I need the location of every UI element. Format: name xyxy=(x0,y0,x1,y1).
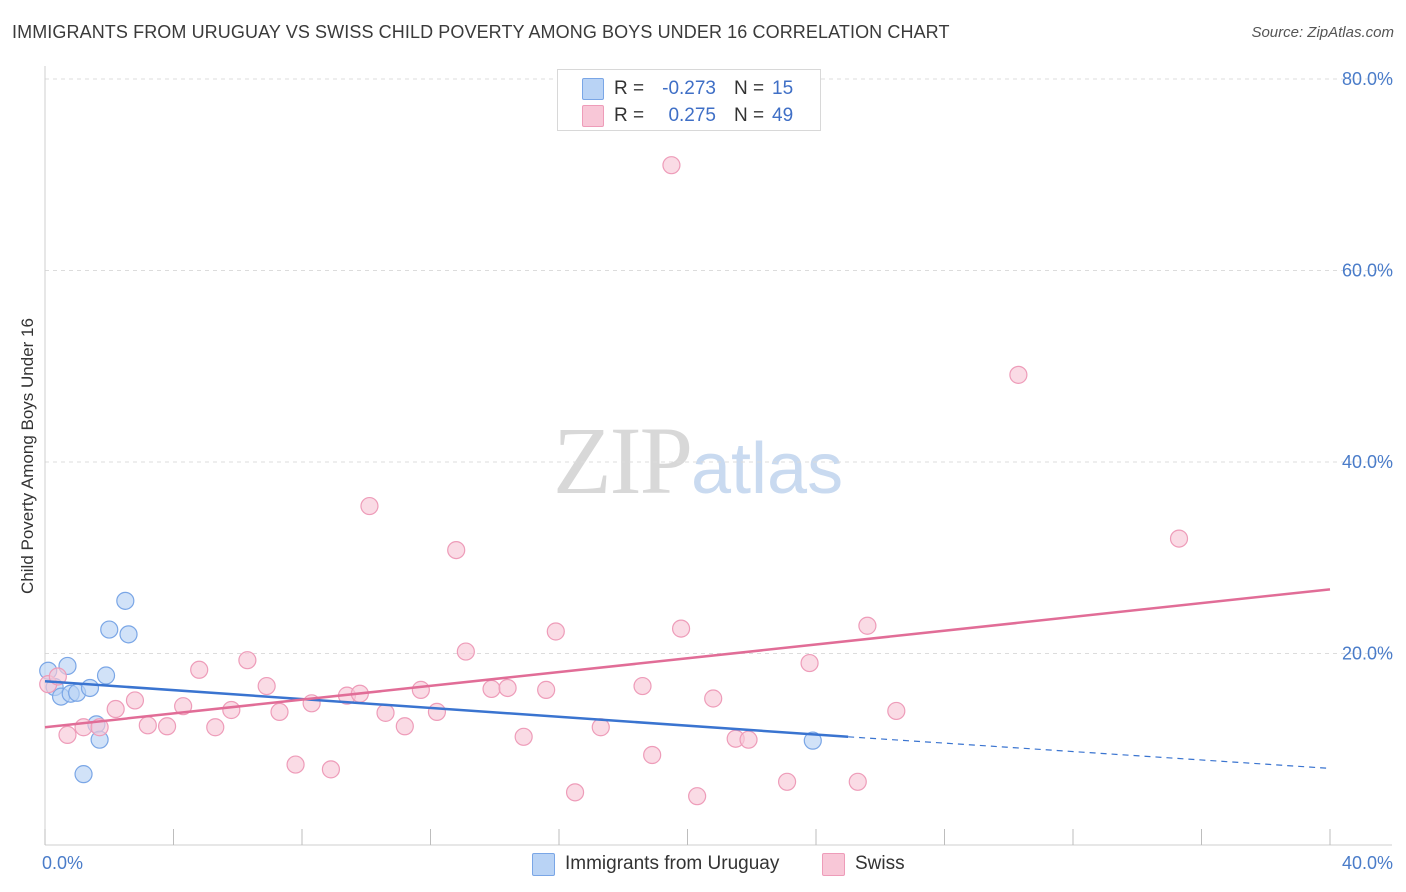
y-tick-label: 20.0% xyxy=(1342,644,1393,664)
n-label: N = xyxy=(734,78,765,99)
y-tick-label: 60.0% xyxy=(1342,261,1393,281)
swiss-point xyxy=(157,717,177,736)
swiss-swatch xyxy=(582,105,604,127)
n-value: 49 xyxy=(772,105,794,126)
swiss-point xyxy=(222,700,241,720)
r-label: R = xyxy=(614,105,645,126)
uruguay-point xyxy=(100,620,119,639)
legend-item-swiss: Swiss xyxy=(822,851,922,877)
swiss-point xyxy=(482,679,501,699)
chart-title: IMMIGRANTS FROM URUGUAY VS SWISS CHILD P… xyxy=(12,22,950,42)
y-tick-label: 40.0% xyxy=(1342,452,1393,472)
uruguay-trend-line xyxy=(44,680,849,739)
n-value: 15 xyxy=(772,78,794,99)
r-value: 0.275 xyxy=(668,105,716,126)
uruguay-point xyxy=(96,666,116,685)
swiss-point xyxy=(643,745,662,765)
n-label: N = xyxy=(734,105,765,126)
swiss-point xyxy=(498,678,517,698)
x-tick-label: 40.0% xyxy=(1342,853,1393,873)
swiss-point xyxy=(206,718,225,737)
swiss-point xyxy=(777,772,797,791)
source-credit: Source: ZipAtlas.com xyxy=(1251,24,1394,41)
uruguay-point xyxy=(116,591,135,610)
swiss-point xyxy=(858,616,877,635)
swiss-point xyxy=(106,699,125,719)
swiss-point xyxy=(800,653,819,673)
swiss-point xyxy=(125,691,145,710)
watermark-atlas: atlas xyxy=(691,429,844,509)
swiss-point xyxy=(887,701,906,721)
swiss-trend-line xyxy=(44,588,1331,729)
swiss-point xyxy=(360,496,379,516)
r-label: R = xyxy=(614,78,645,99)
swiss-point xyxy=(395,717,414,736)
watermark-zip: ZIP xyxy=(553,407,693,514)
swiss-point xyxy=(238,651,257,670)
swiss-point xyxy=(1009,365,1028,384)
y-tick-label: 80.0% xyxy=(1342,69,1393,89)
swiss-point xyxy=(456,642,475,661)
legend-swiss-label: Swiss xyxy=(855,853,905,874)
uruguay-point xyxy=(80,678,100,698)
swiss-point xyxy=(662,156,681,175)
swiss-point xyxy=(739,730,758,749)
swiss-point xyxy=(174,697,193,716)
swiss-point xyxy=(671,619,691,638)
swiss-point xyxy=(514,727,533,746)
swiss-point xyxy=(138,716,157,735)
swiss-point xyxy=(537,680,556,699)
swiss-point xyxy=(447,540,466,560)
uruguay-swatch xyxy=(582,78,604,100)
swiss-point xyxy=(376,703,395,722)
swiss-point xyxy=(633,676,652,696)
swiss-point xyxy=(427,702,447,722)
legend-swiss-swatch xyxy=(822,853,845,876)
watermark: ZIPatlas xyxy=(553,405,843,516)
uruguay-point xyxy=(119,625,138,644)
swiss-point xyxy=(58,725,77,744)
legend-uruguay-swatch xyxy=(532,853,555,876)
uruguay-trend-extension xyxy=(848,736,1331,769)
swiss-point xyxy=(411,680,430,699)
swiss-point xyxy=(286,755,305,774)
correlation-stats-box: R = -0.273 N = 15 R = 0.275 N = 49 xyxy=(557,69,821,131)
swiss-point xyxy=(848,772,867,791)
legend-uruguay-label: Immigrants from Uruguay xyxy=(565,853,780,874)
uruguay-point xyxy=(803,731,822,750)
swiss-point xyxy=(321,760,341,779)
swiss-point xyxy=(704,689,723,708)
x-tick-label: 0.0% xyxy=(42,853,83,873)
uruguay-point xyxy=(74,765,93,784)
swiss-point xyxy=(565,783,585,802)
swiss-point xyxy=(1169,529,1189,548)
swiss-point xyxy=(688,787,707,806)
r-value: -0.273 xyxy=(662,78,716,99)
swiss-point xyxy=(190,660,209,679)
swiss-point xyxy=(270,702,289,722)
swiss-point xyxy=(546,622,565,641)
legend-item-uruguay: Immigrants from Uruguay xyxy=(532,851,802,877)
swiss-point xyxy=(257,676,276,696)
